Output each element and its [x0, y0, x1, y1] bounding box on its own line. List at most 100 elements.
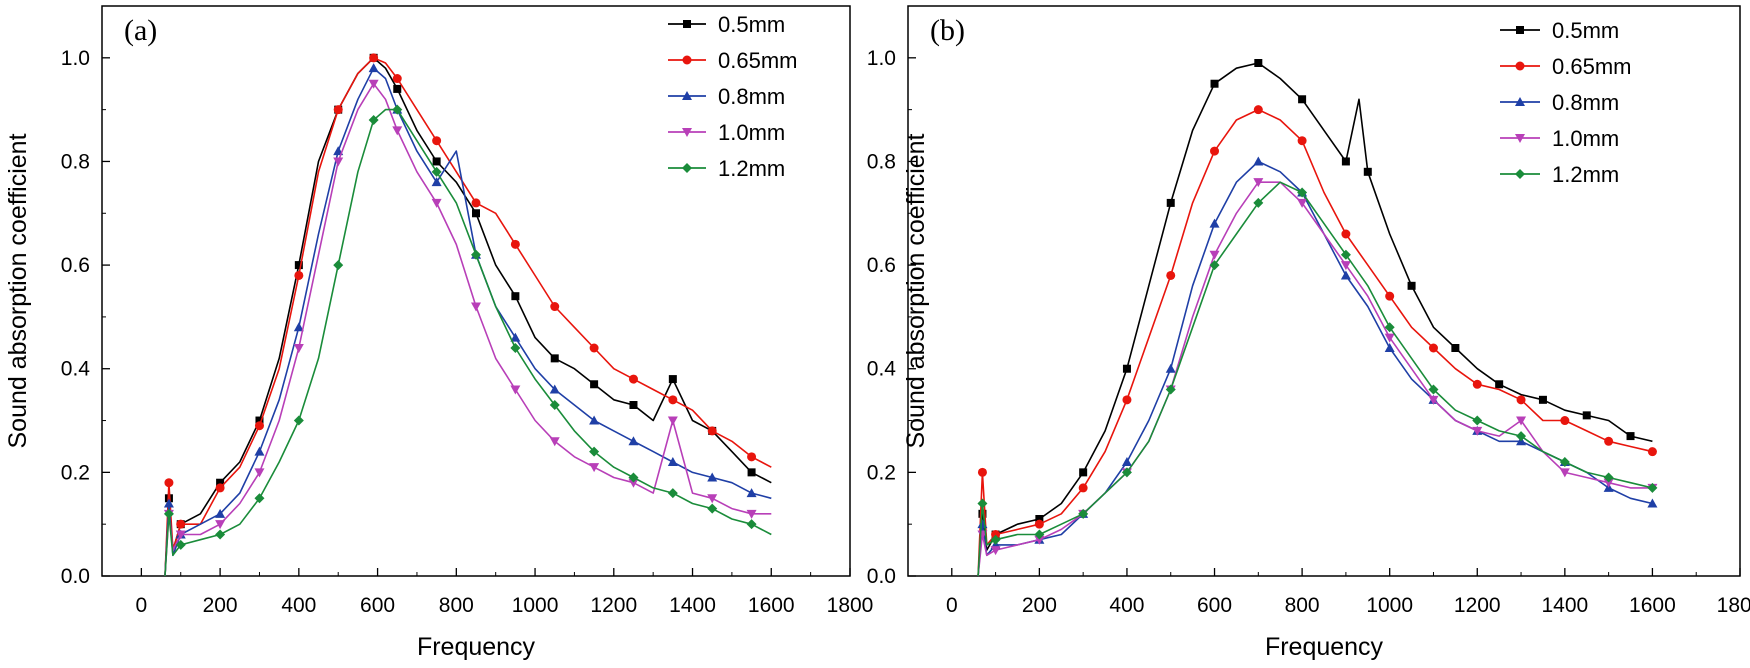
series-line [977, 108, 1653, 577]
series-line [164, 108, 772, 577]
data-point [1647, 498, 1658, 508]
data-point [1122, 395, 1132, 405]
data-point [1626, 432, 1635, 441]
data-point [431, 198, 442, 208]
data-point [990, 546, 1001, 556]
legend-marker [683, 20, 691, 28]
legend-label: 1.2mm [718, 156, 785, 181]
data-point [1210, 146, 1220, 156]
data-point [1298, 95, 1307, 104]
data-point [164, 478, 174, 488]
data-point [175, 530, 186, 540]
data-point [511, 292, 520, 301]
data-point [471, 249, 481, 260]
data-point [294, 270, 304, 280]
plot-frame [101, 5, 851, 577]
data-point [392, 104, 403, 115]
data-point [1407, 281, 1416, 290]
data-point [1121, 467, 1132, 478]
legend-label: 0.5mm [718, 12, 785, 37]
plot-frame [907, 5, 1741, 577]
legend-entry: 1.2mm [1500, 162, 1619, 187]
data-point [392, 126, 403, 136]
data-point [1253, 156, 1264, 166]
x-tick-label: 1200 [590, 594, 637, 617]
y-tick-label: 0.2 [61, 461, 90, 484]
data-point [1384, 322, 1395, 333]
data-point [589, 343, 599, 353]
data-point [1603, 478, 1614, 488]
data-point [1384, 333, 1395, 343]
data-point [1340, 249, 1351, 260]
legend-label: 1.0mm [718, 120, 785, 145]
data-point [1495, 380, 1504, 389]
series-0.8mm [163, 63, 772, 577]
data-point [1034, 519, 1044, 529]
legend-entry: 1.2mm [668, 156, 785, 181]
y-tick-label: 0.0 [61, 565, 90, 588]
data-point [549, 400, 560, 410]
panel-label: (b) [930, 14, 965, 47]
data-point [1516, 431, 1527, 442]
x-tick-label: 400 [1109, 594, 1144, 617]
series-line [977, 160, 1653, 577]
data-point [1384, 343, 1395, 352]
data-point [510, 385, 521, 395]
x-tick-label: 1400 [1541, 594, 1588, 617]
data-point [510, 332, 521, 342]
data-point [628, 478, 639, 488]
y-tick-label: 0.6 [61, 254, 90, 277]
panel-label: (a) [124, 14, 157, 47]
data-point [255, 416, 264, 425]
data-point [668, 395, 678, 405]
data-point [589, 415, 600, 425]
data-point [368, 79, 379, 89]
legend-label: 0.8mm [718, 84, 785, 109]
data-point [510, 239, 520, 249]
data-point [667, 416, 678, 426]
data-point [1516, 395, 1526, 405]
data-point [1604, 436, 1614, 446]
data-point [1428, 384, 1439, 395]
series-line [164, 67, 772, 577]
data-point [294, 261, 303, 270]
y-tick-label: 1.0 [61, 47, 90, 70]
data-point [1428, 395, 1439, 405]
data-point [1122, 364, 1131, 373]
y-tick-label: 0.8 [867, 150, 896, 173]
data-point [1603, 472, 1614, 483]
data-point [431, 166, 442, 177]
data-point [1165, 384, 1176, 395]
data-point [254, 446, 265, 456]
data-point [215, 529, 226, 540]
legend-marker [1515, 97, 1525, 106]
data-point [1472, 426, 1483, 436]
data-point [293, 415, 304, 426]
data-point [472, 209, 480, 218]
data-point [254, 468, 265, 478]
x-tick-label: 0 [946, 594, 958, 617]
data-point [1209, 250, 1220, 260]
data-point [1166, 270, 1176, 280]
data-point [746, 488, 757, 498]
data-point [1340, 270, 1351, 280]
y-tick-label: 0.0 [867, 565, 896, 588]
data-point [393, 84, 402, 93]
data-point [1078, 508, 1089, 519]
data-point [432, 157, 441, 166]
data-point [549, 437, 560, 447]
chart-panel-a: 0 200 400 600 800 1000 1200 1400 1600 1800 0.0 0.2 0… [4, 5, 873, 661]
data-point [991, 530, 1001, 540]
data-point [1210, 79, 1219, 88]
series-0.65mm [164, 53, 772, 577]
data-point [369, 53, 379, 63]
data-point [163, 508, 174, 519]
y-tick-label: 0.4 [61, 358, 91, 381]
data-point [589, 463, 600, 473]
legend-marker [682, 128, 692, 137]
data-point [471, 198, 481, 208]
data-point [977, 498, 988, 509]
data-point [333, 260, 344, 271]
data-point [1035, 515, 1044, 523]
data-point [589, 446, 600, 457]
